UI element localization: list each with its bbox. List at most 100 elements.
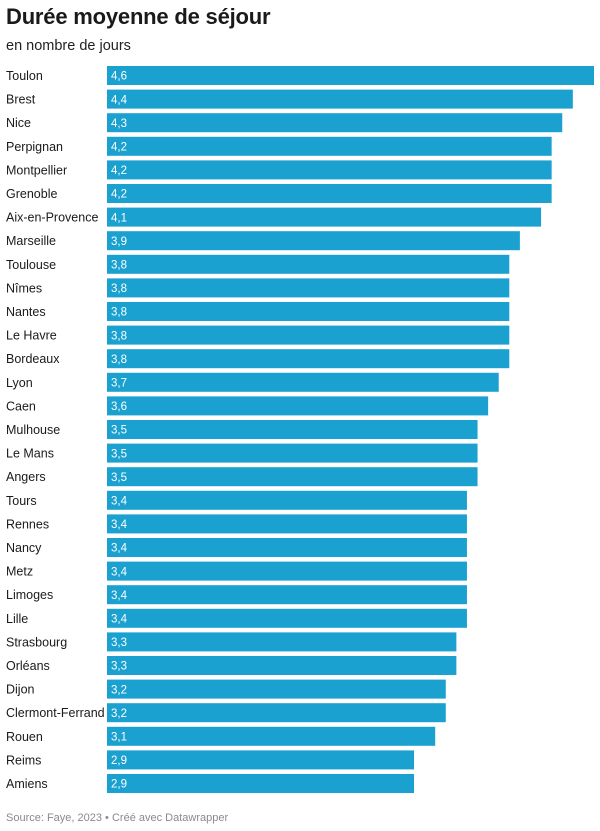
value-label: 3,4 xyxy=(111,566,128,578)
category-label: Limoges xyxy=(6,588,53,602)
value-label: 3,5 xyxy=(111,472,127,484)
category-label: Angers xyxy=(6,470,46,484)
category-label: Toulon xyxy=(6,69,43,83)
value-label: 4,2 xyxy=(111,189,127,201)
chart-subtitle: en nombre de jours xyxy=(6,38,131,54)
bar-row: Nantes 3,8 xyxy=(6,302,510,321)
category-label: Montpellier xyxy=(6,163,67,177)
bar-row: Rennes 3,4 xyxy=(6,514,467,534)
category-label: Nice xyxy=(6,116,31,130)
chart-title: Durée moyenne de séjour xyxy=(6,4,271,29)
value-label: 3,5 xyxy=(111,425,127,437)
bar-row: Aix-en-Provence 4,1 xyxy=(6,207,542,227)
category-label: Metz xyxy=(6,565,33,579)
category-label: Marseille xyxy=(6,234,56,248)
value-label: 3,3 xyxy=(111,661,127,673)
category-label: Nancy xyxy=(6,541,42,555)
bar-row: Amiens 2,9 xyxy=(6,774,415,793)
bar-row: Grenoble 4,2 xyxy=(6,184,552,203)
category-label: Rouen xyxy=(6,730,43,744)
category-label: Caen xyxy=(6,399,36,413)
category-label: Le Havre xyxy=(6,329,57,343)
category-label: Aix-en-Provence xyxy=(6,211,98,225)
category-label: Lille xyxy=(6,612,28,626)
bar xyxy=(107,726,436,746)
category-label: Bordeaux xyxy=(6,352,60,366)
bar-row: Caen 3,6 xyxy=(6,396,489,416)
value-label: 3,9 xyxy=(111,236,127,248)
category-label: Orléans xyxy=(6,659,50,673)
bar-row: Nice 4,3 xyxy=(6,113,563,133)
bar xyxy=(107,656,457,675)
bar-row: Lyon 3,7 xyxy=(6,372,499,392)
bar xyxy=(107,396,489,416)
value-label: 3,2 xyxy=(111,708,127,720)
value-label: 3,5 xyxy=(111,448,127,460)
value-label: 3,2 xyxy=(111,684,127,696)
bar xyxy=(107,136,552,156)
bar-row: Limoges 3,4 xyxy=(6,585,467,605)
bar-row: Reims 2,9 xyxy=(6,750,415,770)
bar-row: Montpellier 4,2 xyxy=(6,160,552,180)
value-label: 2,9 xyxy=(111,779,127,791)
value-label: 4,3 xyxy=(111,118,127,130)
bar xyxy=(107,490,467,510)
value-label: 3,6 xyxy=(111,401,127,413)
value-label: 3,3 xyxy=(111,637,127,649)
value-label: 4,4 xyxy=(111,94,128,106)
source-footer: Source: Faye, 2023 • Créé avec Datawrapp… xyxy=(6,812,229,824)
value-label: 3,8 xyxy=(111,354,127,366)
bar xyxy=(107,750,415,770)
bar-row: Dijon 3,2 xyxy=(6,679,446,699)
bar-row: Marseille 3,9 xyxy=(6,231,520,251)
category-label: Nîmes xyxy=(6,281,42,295)
category-label: Mulhouse xyxy=(6,423,60,437)
bar xyxy=(107,679,446,699)
value-label: 3,4 xyxy=(111,590,128,602)
bar xyxy=(107,89,573,109)
bar-row: Strasbourg 3,3 xyxy=(6,632,457,652)
bar-row: Nancy 3,4 xyxy=(6,538,467,557)
bar-row: Nîmes 3,8 xyxy=(6,278,510,298)
bar xyxy=(107,254,510,274)
category-label: Tours xyxy=(6,494,37,508)
value-label: 4,2 xyxy=(111,142,127,154)
bar xyxy=(107,703,446,723)
bar-row: Rouen 3,1 xyxy=(6,726,436,746)
bar xyxy=(107,585,467,605)
bar xyxy=(107,774,415,793)
bar-row: Tours 3,4 xyxy=(6,490,467,510)
category-label: Perpignan xyxy=(6,140,63,154)
value-label: 4,2 xyxy=(111,165,127,177)
bar xyxy=(107,443,478,463)
bar-row: Orléans 3,3 xyxy=(6,656,457,675)
bar-row: Metz 3,4 xyxy=(6,561,467,581)
category-label: Rennes xyxy=(6,517,49,531)
bar xyxy=(107,325,510,345)
bar xyxy=(107,349,510,369)
category-label: Amiens xyxy=(6,777,48,791)
bar xyxy=(107,66,594,85)
bar xyxy=(107,561,467,581)
category-label: Clermont-Ferrand xyxy=(6,706,105,720)
category-label: Brest xyxy=(6,93,36,107)
bar-row: Mulhouse 3,5 xyxy=(6,420,478,439)
bar-row: Lille 3,4 xyxy=(6,608,467,628)
bar xyxy=(107,278,510,298)
bar xyxy=(107,467,478,487)
value-label: 4,1 xyxy=(111,212,127,224)
value-label: 3,8 xyxy=(111,307,127,319)
bar xyxy=(107,372,499,392)
bar xyxy=(107,608,467,628)
bar xyxy=(107,420,478,439)
bar xyxy=(107,207,542,227)
value-label: 3,8 xyxy=(111,283,127,295)
category-label: Grenoble xyxy=(6,187,57,201)
category-label: Reims xyxy=(6,753,41,767)
value-label: 2,9 xyxy=(111,755,127,767)
category-label: Toulouse xyxy=(6,258,56,272)
category-label: Dijon xyxy=(6,683,35,697)
value-label: 3,8 xyxy=(111,260,127,272)
bar-row: Clermont-Ferrand 3,2 xyxy=(6,703,446,723)
